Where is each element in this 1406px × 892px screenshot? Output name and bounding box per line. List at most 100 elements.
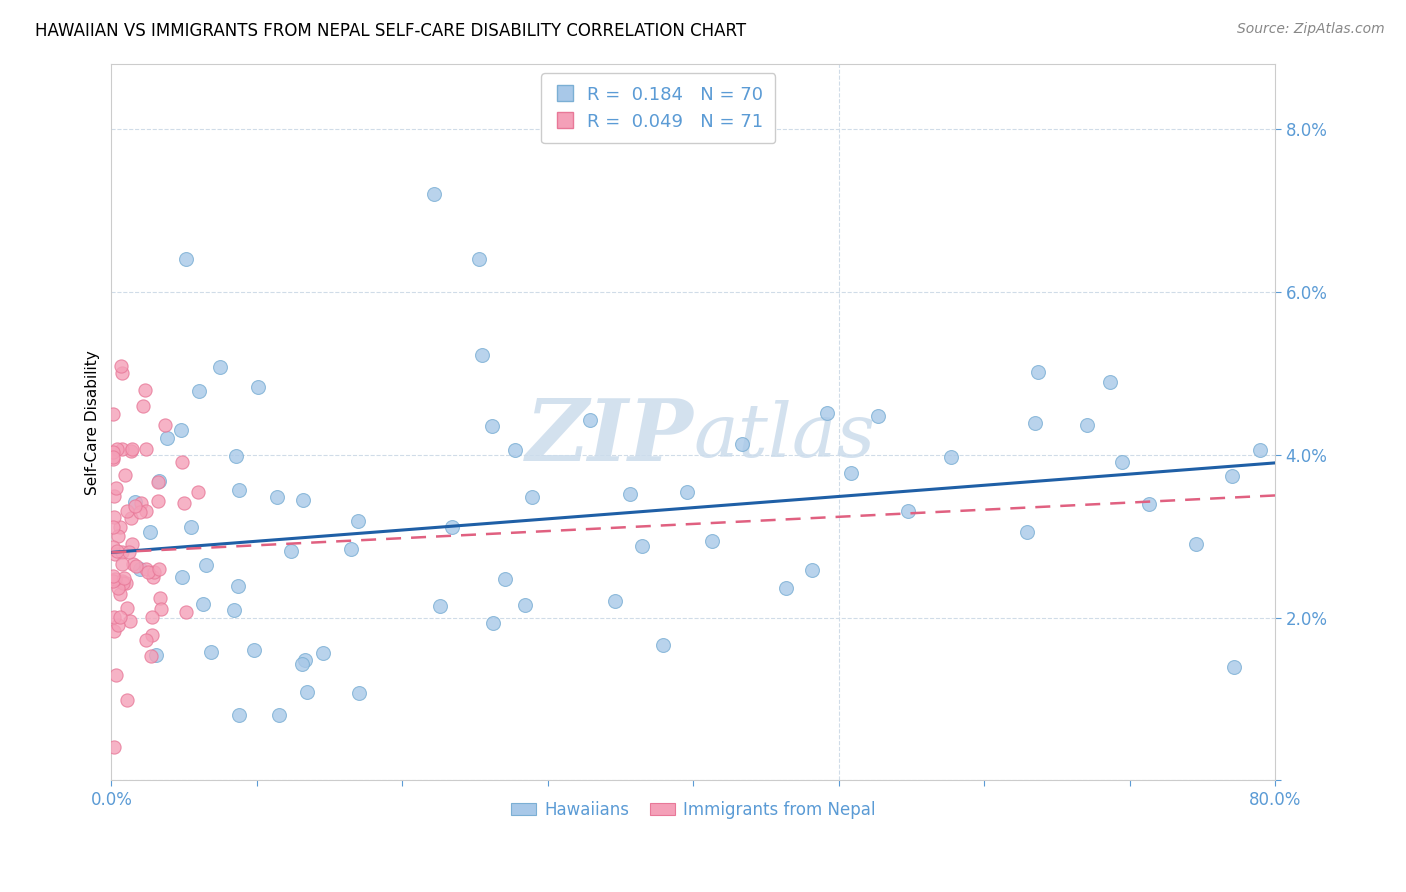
Point [104, 547, 127, 561]
Point [520, 490, 543, 504]
Point [103, 445, 125, 459]
Point [139, 524, 162, 539]
Point [1139, 497, 1161, 511]
Point [101, 574, 124, 588]
Point [1223, 660, 1246, 674]
Point [108, 519, 131, 533]
Point [139, 648, 162, 663]
Point [125, 559, 148, 574]
Point [228, 708, 250, 723]
Point [148, 475, 170, 490]
Point [481, 418, 503, 433]
Point [1250, 442, 1272, 457]
Point [1111, 455, 1133, 469]
Point [675, 485, 697, 500]
Point [312, 646, 335, 660]
Point [135, 633, 157, 648]
Point [120, 444, 142, 458]
Point [101, 540, 124, 554]
Point [897, 504, 920, 518]
Point [110, 359, 132, 373]
Point [174, 252, 197, 267]
Point [135, 504, 157, 518]
Y-axis label: Self-Care Disability: Self-Care Disability [86, 350, 100, 494]
Point [467, 252, 489, 267]
Point [101, 450, 124, 465]
Point [267, 708, 290, 723]
Point [129, 505, 152, 519]
Point [222, 603, 245, 617]
Point [170, 423, 193, 437]
Point [103, 489, 125, 503]
Point [156, 431, 179, 445]
Point [131, 399, 153, 413]
Point [111, 575, 134, 590]
Point [482, 615, 505, 630]
Point [143, 565, 166, 579]
Point [295, 685, 318, 699]
Point [200, 645, 222, 659]
Point [515, 598, 537, 612]
Point [104, 572, 127, 586]
Point [105, 442, 128, 457]
Text: ZIP: ZIP [526, 395, 693, 478]
Point [107, 581, 129, 595]
Point [941, 450, 963, 464]
Text: HAWAIIAN VS IMMIGRANTS FROM NEPAL SELF-CARE DISABILITY CORRELATION CHART: HAWAIIAN VS IMMIGRANTS FROM NEPAL SELF-C… [35, 22, 747, 40]
Point [1185, 536, 1208, 550]
Point [243, 643, 266, 657]
Point [107, 617, 129, 632]
Point [136, 565, 159, 579]
Point [104, 481, 127, 495]
Point [122, 557, 145, 571]
Point [141, 610, 163, 624]
Point [108, 610, 131, 624]
Point [294, 653, 316, 667]
Point [114, 468, 136, 483]
Point [145, 648, 167, 663]
Point [121, 537, 143, 551]
Point [1076, 418, 1098, 433]
Text: Source: ZipAtlas.com: Source: ZipAtlas.com [1237, 22, 1385, 37]
Point [1015, 524, 1038, 539]
Point [124, 499, 146, 513]
Point [148, 562, 170, 576]
Point [422, 187, 444, 202]
Point [630, 539, 652, 553]
Point [111, 544, 134, 558]
Point [120, 511, 142, 525]
Point [173, 496, 195, 510]
Point [101, 407, 124, 421]
Point [114, 576, 136, 591]
Point [340, 541, 363, 556]
Point [1220, 469, 1243, 483]
Point [103, 739, 125, 754]
Point [503, 443, 526, 458]
Point [115, 504, 138, 518]
Point [700, 533, 723, 548]
Point [866, 409, 889, 423]
Point [108, 587, 131, 601]
Point [148, 474, 170, 488]
Point [429, 599, 451, 613]
Point [191, 598, 214, 612]
Point [731, 437, 754, 451]
Point [440, 520, 463, 534]
Point [801, 562, 824, 576]
Point [103, 510, 125, 524]
Point [118, 545, 141, 559]
Point [247, 380, 270, 394]
Point [1024, 416, 1046, 430]
Point [471, 348, 494, 362]
Point [292, 492, 315, 507]
Point [225, 450, 247, 464]
Point [180, 520, 202, 534]
Point [347, 686, 370, 700]
Point [129, 562, 152, 576]
Point [195, 558, 218, 572]
Point [494, 572, 516, 586]
Point [347, 515, 370, 529]
Point [775, 581, 797, 595]
Point [266, 490, 288, 504]
Point [619, 487, 641, 501]
